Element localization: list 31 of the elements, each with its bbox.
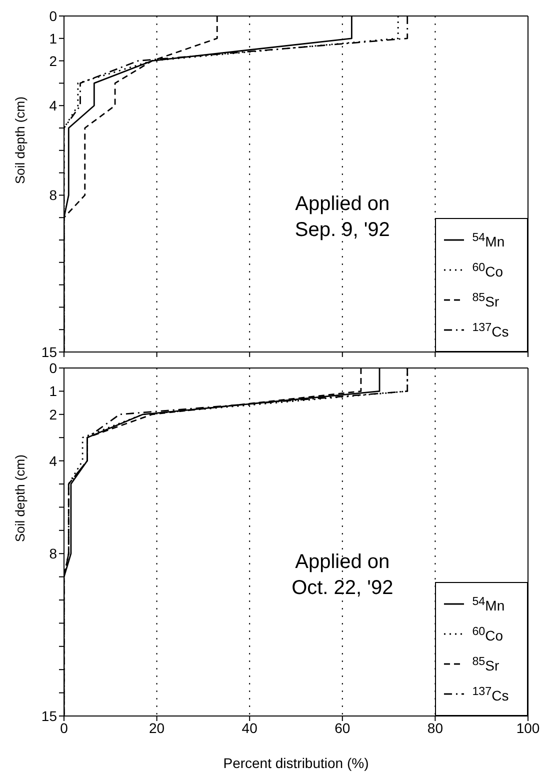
y-tick-label: 0: [49, 360, 58, 376]
legend-label: $^{60}$Co: [472, 624, 504, 644]
y-tick-label: 8: [49, 546, 58, 562]
x-tick-label: 20: [149, 720, 165, 736]
y-tick-label: 15: [41, 708, 58, 724]
y-tick-label: 2: [49, 52, 58, 69]
y-tick-label: 2: [49, 406, 58, 422]
annotation: Applied on Sep. 9, '92: [294, 192, 391, 243]
x-tick-label: 80: [427, 720, 444, 736]
y-axis-title: Soil depth (cm): [12, 454, 28, 542]
legend-label: $^{137}$Cs: [472, 320, 509, 340]
y-axis-title: Soil depth (cm): [12, 96, 28, 184]
y-tick-label: 0: [49, 8, 58, 24]
x-tick-label: 100: [516, 720, 540, 736]
y-tick-label: 1: [49, 383, 58, 400]
y-tick-label: 1: [49, 30, 58, 46]
y-tick-label: 4: [49, 98, 58, 114]
legend-label: $^{54}$Mn: [472, 594, 505, 614]
legend-label: $^{137}$Cs: [472, 684, 509, 704]
legend-label: $^{60}$Co: [472, 260, 504, 280]
annotation: Applied on Oct. 22, '92: [290, 550, 394, 601]
x-axis-title: Percent distribution (%): [223, 755, 369, 771]
legend-label: $^{85}$Sr: [472, 654, 500, 674]
x-tick-label: 40: [242, 720, 258, 736]
x-tick-label: 60: [334, 720, 350, 736]
legend-label: $^{85}$Sr: [472, 290, 500, 310]
legend-label: $^{54}$Mn: [472, 230, 505, 250]
y-tick-label: 15: [41, 344, 58, 360]
y-tick-label: 4: [49, 452, 58, 469]
x-tick-label: 0: [60, 720, 68, 736]
y-tick-label: 8: [49, 187, 58, 204]
